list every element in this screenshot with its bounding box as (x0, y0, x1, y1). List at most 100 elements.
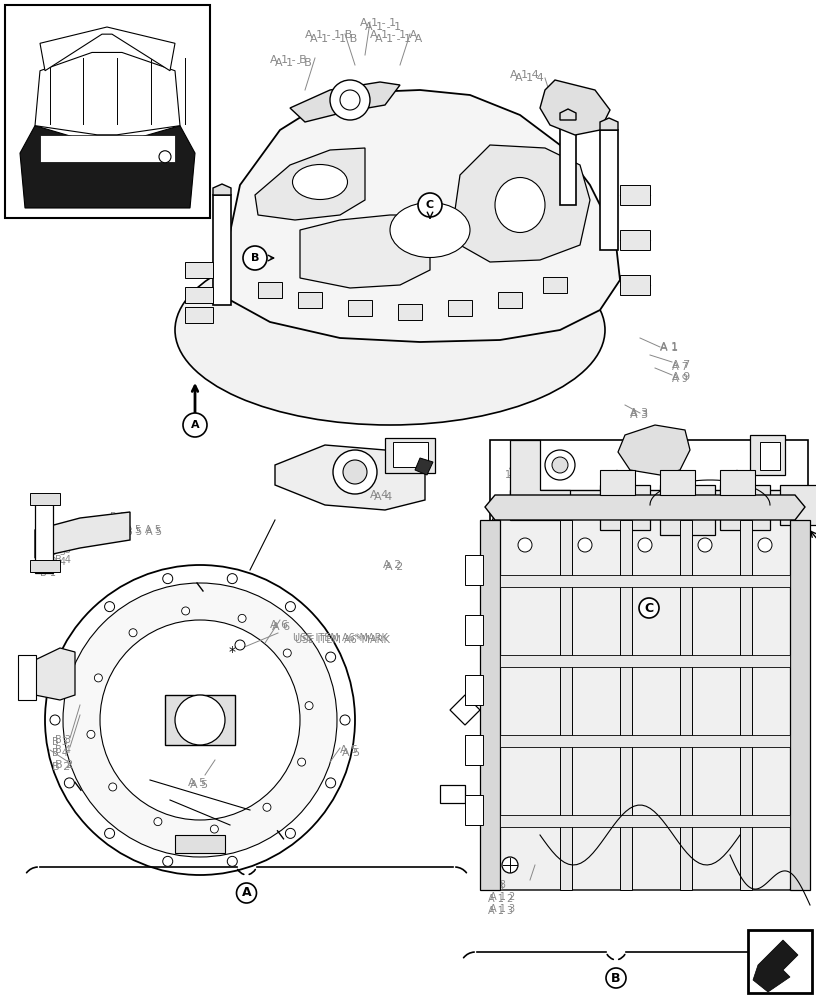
Bar (620, 520, 632, 890)
Bar (30, 493, 60, 505)
Bar (600, 485, 650, 530)
Text: A: A (191, 420, 199, 430)
Circle shape (418, 193, 442, 217)
Text: A 3: A 3 (630, 410, 648, 420)
Text: A 1: A 1 (660, 343, 678, 353)
Circle shape (286, 828, 295, 838)
Polygon shape (290, 82, 400, 122)
Circle shape (343, 460, 367, 484)
Text: A 1 - B: A 1 - B (270, 55, 307, 65)
Text: A 8: A 8 (490, 880, 506, 890)
Bar (465, 615, 483, 645)
Polygon shape (165, 695, 235, 745)
Circle shape (63, 583, 337, 857)
Bar (748, 930, 812, 993)
Text: B 3: B 3 (50, 547, 66, 557)
Bar (620, 230, 650, 250)
Text: A 9: A 9 (672, 374, 688, 384)
Text: A 1 3: A 1 3 (490, 904, 515, 914)
Bar (258, 282, 282, 298)
Text: B 5: B 5 (125, 525, 141, 535)
Text: A 7: A 7 (672, 360, 690, 370)
Polygon shape (485, 495, 805, 520)
Bar (385, 438, 435, 473)
Bar (348, 300, 372, 316)
Polygon shape (20, 126, 195, 208)
Circle shape (228, 856, 237, 866)
Circle shape (104, 602, 114, 612)
Circle shape (159, 151, 171, 163)
Bar (185, 307, 213, 323)
Text: A 1 - B: A 1 - B (275, 58, 312, 68)
Bar (498, 292, 522, 308)
Text: A 5: A 5 (145, 525, 161, 535)
Bar (560, 120, 576, 205)
Circle shape (95, 674, 102, 682)
Text: B 5: B 5 (126, 527, 142, 537)
Ellipse shape (292, 164, 348, 200)
Bar (750, 435, 785, 475)
Bar (660, 470, 695, 495)
Circle shape (243, 246, 267, 270)
Text: USE ITEM A6*MARK: USE ITEM A6*MARK (293, 633, 388, 643)
Bar (298, 292, 322, 308)
Text: B 4: B 4 (52, 748, 68, 758)
Text: A 6: A 6 (272, 622, 290, 632)
Polygon shape (40, 135, 175, 162)
Circle shape (237, 883, 256, 903)
Bar (30, 560, 60, 572)
Text: A 1 - 1 B: A 1 - 1 B (310, 34, 357, 44)
Bar (465, 555, 483, 585)
Circle shape (283, 649, 291, 657)
Text: A 9: A 9 (672, 372, 690, 382)
Text: A 7: A 7 (672, 362, 688, 372)
Text: A 8: A 8 (488, 882, 503, 892)
Text: A 1 2: A 1 2 (490, 892, 515, 902)
Bar (465, 795, 483, 825)
Bar (740, 520, 752, 890)
Text: A 1 - 1 A: A 1 - 1 A (370, 30, 417, 40)
Bar (680, 520, 692, 890)
Text: A 1: A 1 (660, 342, 678, 352)
Polygon shape (255, 148, 365, 220)
Polygon shape (753, 940, 798, 992)
Text: A 5: A 5 (188, 778, 206, 788)
Bar (35, 498, 53, 573)
Ellipse shape (495, 178, 545, 232)
Circle shape (578, 538, 592, 552)
Text: B 4: B 4 (110, 522, 126, 532)
Text: USE ITEM A6*MARK: USE ITEM A6*MARK (295, 635, 390, 645)
Text: A 5: A 5 (146, 527, 162, 537)
Circle shape (340, 715, 350, 725)
Circle shape (333, 450, 377, 494)
Polygon shape (560, 109, 576, 120)
Text: A 2: A 2 (383, 560, 401, 570)
Text: B 2: B 2 (55, 760, 73, 770)
Circle shape (211, 825, 219, 833)
Text: A 3: A 3 (630, 408, 648, 418)
Circle shape (298, 758, 306, 766)
Bar (510, 490, 790, 520)
Bar (398, 304, 422, 320)
Bar (660, 485, 715, 535)
Text: B 4: B 4 (55, 555, 71, 565)
Bar (448, 300, 472, 316)
Polygon shape (213, 184, 231, 195)
Circle shape (183, 413, 207, 437)
Text: B 1: B 1 (42, 565, 58, 575)
Bar (440, 785, 465, 803)
Polygon shape (220, 90, 620, 342)
Bar (620, 275, 650, 295)
Circle shape (326, 778, 335, 788)
Text: A 1 - 1 B: A 1 - 1 B (305, 30, 353, 40)
Circle shape (162, 574, 173, 584)
Text: A 5: A 5 (190, 780, 208, 790)
Text: A 5: A 5 (342, 748, 360, 758)
Bar (600, 470, 635, 495)
Polygon shape (415, 458, 433, 475)
Text: B 3: B 3 (52, 737, 68, 747)
Bar (500, 815, 790, 827)
Text: A 1 2: A 1 2 (488, 894, 513, 904)
Polygon shape (275, 445, 425, 510)
Circle shape (286, 602, 295, 612)
